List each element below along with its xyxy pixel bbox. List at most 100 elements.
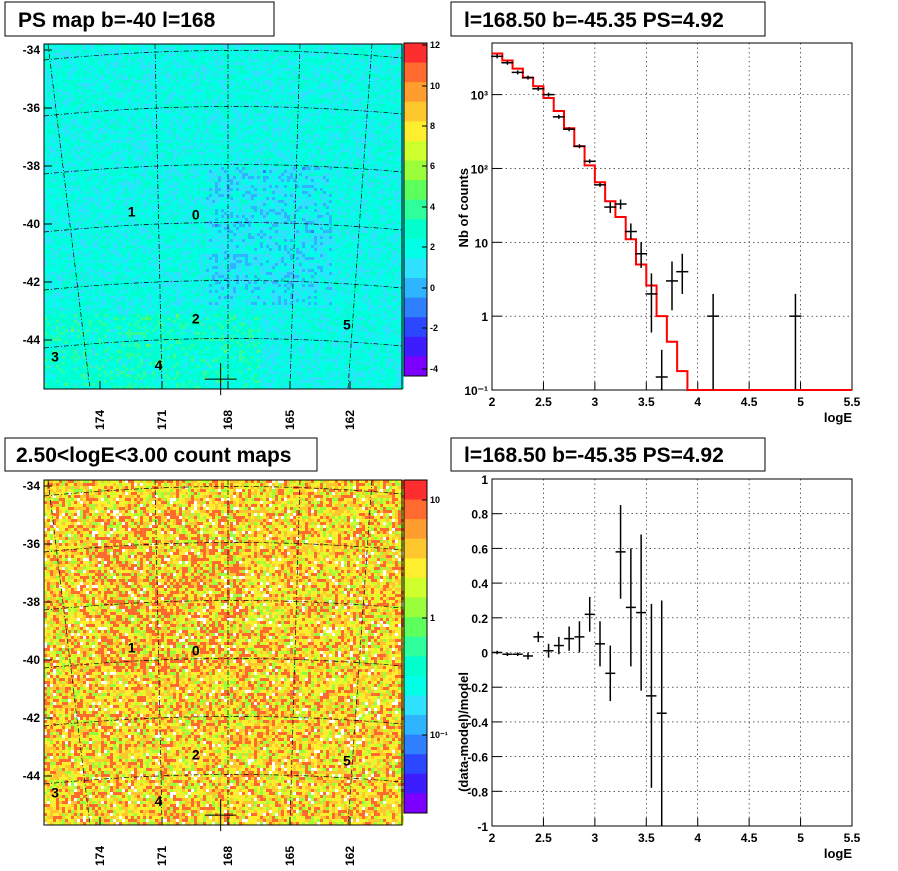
map-pixel [317, 65, 320, 68]
map-pixel [206, 95, 209, 98]
map-pixel [383, 113, 386, 116]
map-pixel [386, 119, 389, 122]
map-pixel [392, 47, 395, 50]
map-pixel [299, 98, 302, 101]
map-pixel [215, 95, 218, 98]
map-pixel [230, 107, 233, 110]
map-pixel [242, 65, 245, 68]
map-pixel [374, 107, 377, 110]
map-pixel [176, 77, 179, 80]
map-pixel [62, 128, 65, 131]
map-pixel [266, 98, 269, 101]
map-pixel [215, 65, 218, 68]
map-pixel [353, 47, 356, 50]
map-pixel [320, 77, 323, 80]
map-pixel [263, 110, 266, 113]
map-pixel [71, 89, 74, 92]
map-pixel [287, 122, 290, 125]
map-pixel [68, 110, 71, 113]
map-pixel [71, 110, 74, 113]
map-pixel [263, 89, 266, 92]
map-pixel [194, 125, 197, 128]
map-pixel [350, 50, 353, 53]
map-pixel [296, 59, 299, 62]
map-pixel [110, 125, 113, 128]
map-pixel [56, 107, 59, 110]
map-pixel [305, 62, 308, 65]
map-pixel [218, 92, 221, 95]
map-pixel [332, 104, 335, 107]
map-pixel [365, 56, 368, 59]
map-pixel [236, 128, 239, 131]
map-pixel [62, 107, 65, 110]
map-pixel [68, 47, 71, 50]
map-pixel [311, 125, 314, 128]
map-pixel [89, 50, 92, 53]
map-pixel [134, 98, 137, 101]
map-pixel [311, 107, 314, 110]
map-pixel [299, 119, 302, 122]
map-pixel [353, 125, 356, 128]
map-pixel [83, 98, 86, 101]
map-pixel [119, 104, 122, 107]
map-pixel [218, 95, 221, 98]
map-pixel [275, 71, 278, 74]
map-pixel [254, 110, 257, 113]
map-pixel [122, 110, 125, 113]
map-pixel [284, 128, 287, 131]
map-pixel [362, 62, 365, 65]
map-pixel [155, 83, 158, 86]
map-pixel [392, 62, 395, 65]
map-pixel [269, 89, 272, 92]
map-pixel [311, 62, 314, 65]
map-pixel [215, 89, 218, 92]
map-pixel [95, 71, 98, 74]
map-pixel [215, 116, 218, 119]
map-pixel [152, 107, 155, 110]
map-pixel [365, 128, 368, 131]
map-pixel [125, 101, 128, 104]
map-pixel [80, 71, 83, 74]
map-pixel [179, 101, 182, 104]
map-pixel [191, 92, 194, 95]
map-pixel [206, 80, 209, 83]
map-pixel [140, 74, 143, 77]
map-pixel [155, 47, 158, 50]
map-pixel [140, 92, 143, 95]
map-pixel [332, 77, 335, 80]
map-pixel [62, 74, 65, 77]
map-pixel [209, 53, 212, 56]
map-pixel [188, 104, 191, 107]
map-pixel [272, 119, 275, 122]
map-pixel [194, 119, 197, 122]
map-pixel [167, 113, 170, 116]
map-pixel [101, 77, 104, 80]
map-pixel [305, 128, 308, 131]
map-pixel [227, 122, 230, 125]
map-pixel [137, 119, 140, 122]
map-pixel [329, 113, 332, 116]
map-pixel [83, 119, 86, 122]
map-pixel [314, 116, 317, 119]
map-pixel [134, 47, 137, 50]
map-pixel [374, 122, 377, 125]
map-pixel [179, 68, 182, 71]
map-pixel [98, 89, 101, 92]
map-pixel [110, 65, 113, 68]
map-pixel [86, 116, 89, 119]
map-pixel [200, 92, 203, 95]
map-pixel [233, 53, 236, 56]
map-pixel [293, 80, 296, 83]
map-pixel [290, 47, 293, 50]
map-pixel [311, 104, 314, 107]
map-pixel [218, 107, 221, 110]
map-pixel [53, 83, 56, 86]
map-pixel [239, 89, 242, 92]
map-pixel [287, 119, 290, 122]
map-pixel [353, 74, 356, 77]
map-pixel [302, 101, 305, 104]
map-pixel [263, 74, 266, 77]
map-pixel [344, 77, 347, 80]
map-pixel [377, 107, 380, 110]
map-pixel [347, 98, 350, 101]
